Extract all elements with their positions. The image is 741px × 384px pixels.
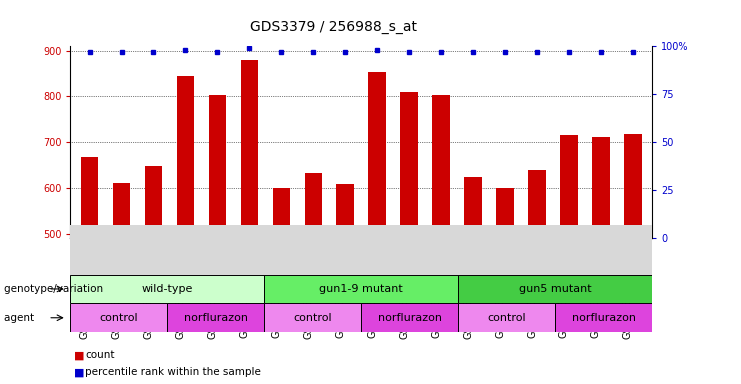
- Text: count: count: [85, 350, 115, 360]
- Text: ■: ■: [74, 367, 84, 377]
- Bar: [265, 303, 362, 332]
- Text: agent: agent: [4, 313, 37, 323]
- Bar: [209, 95, 226, 238]
- Text: control: control: [293, 313, 332, 323]
- Bar: [81, 157, 99, 238]
- Bar: [555, 303, 652, 332]
- Bar: [432, 96, 450, 238]
- Bar: [305, 173, 322, 238]
- Bar: [241, 60, 258, 238]
- Bar: [400, 92, 418, 238]
- Text: control: control: [488, 313, 526, 323]
- Text: gun1-9 mutant: gun1-9 mutant: [319, 284, 403, 294]
- Text: genotype/variation: genotype/variation: [4, 284, 106, 294]
- Bar: [592, 137, 610, 238]
- Bar: [265, 275, 458, 303]
- Text: control: control: [99, 313, 138, 323]
- Bar: [336, 184, 354, 238]
- Bar: [144, 166, 162, 238]
- Text: norflurazon: norflurazon: [378, 313, 442, 323]
- Bar: [458, 303, 555, 332]
- Bar: [458, 275, 652, 303]
- Bar: [176, 76, 194, 238]
- Text: wild-type: wild-type: [142, 284, 193, 294]
- Bar: [113, 183, 130, 238]
- Text: norflurazon: norflurazon: [184, 313, 247, 323]
- Bar: [362, 303, 458, 332]
- Bar: [465, 177, 482, 238]
- Text: norflurazon: norflurazon: [571, 313, 636, 323]
- Text: GDS3379 / 256988_s_at: GDS3379 / 256988_s_at: [250, 20, 417, 34]
- Bar: [560, 135, 578, 238]
- Bar: [496, 188, 514, 238]
- Bar: [167, 303, 265, 332]
- Bar: [273, 188, 290, 238]
- Bar: [368, 72, 386, 238]
- Bar: [624, 134, 642, 238]
- Text: percentile rank within the sample: percentile rank within the sample: [85, 367, 261, 377]
- Bar: [528, 170, 546, 238]
- Bar: [70, 275, 265, 303]
- Text: gun5 mutant: gun5 mutant: [519, 284, 591, 294]
- Bar: [70, 303, 167, 332]
- Text: ■: ■: [74, 350, 84, 360]
